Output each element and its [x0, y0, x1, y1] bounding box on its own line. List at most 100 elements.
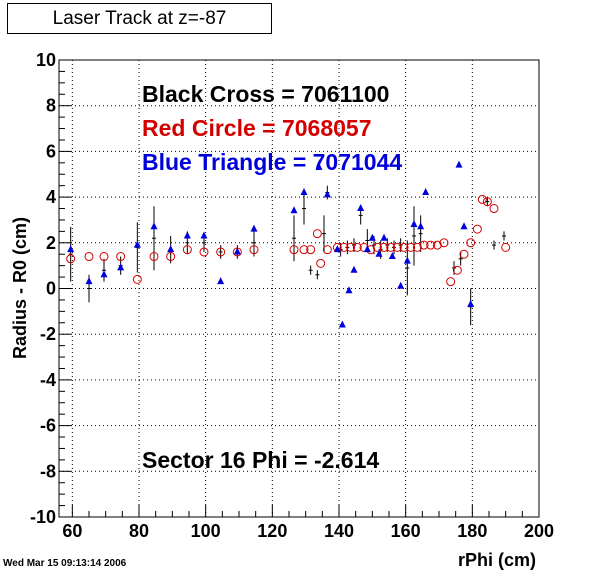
red-circle-point: [466, 238, 476, 248]
black-cross-point: [492, 240, 496, 250]
y-tick-label: -6: [40, 416, 56, 436]
data-marks: [66, 160, 511, 328]
blue-triangle-point: [117, 263, 125, 271]
annotation-black-cross: Black Cross = 7061100: [142, 81, 389, 107]
red-circle-point: [299, 245, 309, 255]
blue-triangle-point: [455, 160, 463, 168]
blue-triangle-point: [350, 265, 358, 273]
red-circle-point: [452, 265, 462, 275]
blue-triangle-point: [380, 233, 388, 241]
blue-triangle-point: [250, 224, 258, 232]
red-circle-point: [322, 245, 332, 255]
x-tick-label: 60: [62, 521, 82, 541]
blue-triangle-point: [323, 190, 331, 198]
red-circle-point: [312, 229, 322, 239]
blue-triangle-point: [417, 222, 425, 230]
red-circle-point: [199, 247, 209, 257]
red-circle-point: [346, 242, 356, 252]
blue-triangle-point: [67, 245, 75, 253]
red-circle-point: [306, 245, 316, 255]
black-cross-point: [152, 206, 156, 271]
blue-triangle-point: [388, 252, 396, 260]
x-axis-title: rPhi (cm): [458, 550, 536, 570]
black-cross-point: [322, 215, 326, 252]
blue-triangle-point: [375, 249, 383, 257]
y-tick-label: -2: [40, 324, 56, 344]
annotation-sector: Sector 16 Phi = -2.614: [142, 447, 379, 473]
x-tick-label: 200: [524, 521, 554, 541]
black-cross-point: [102, 258, 106, 282]
y-tick-label: 8: [46, 96, 56, 116]
red-circle-point: [66, 254, 76, 264]
red-circle-point: [84, 252, 94, 262]
black-cross-point: [502, 231, 506, 241]
red-circle-point: [489, 204, 499, 214]
red-circle-point: [439, 238, 449, 248]
red-circle-point: [289, 245, 299, 255]
x-tick-label: 80: [129, 521, 149, 541]
blue-triangle-point: [410, 220, 418, 228]
y-tick-label: 2: [46, 233, 56, 253]
y-tick-label: -4: [40, 370, 56, 390]
red-circle-point: [132, 274, 142, 284]
blue-triangle-point: [233, 247, 241, 255]
black-cross-point: [292, 215, 296, 262]
blue-triangle-point: [200, 231, 208, 239]
blue-triangle-point: [315, 162, 323, 170]
red-circle-point: [432, 240, 442, 250]
red-circle-point: [399, 242, 409, 252]
x-tick-label: 160: [391, 521, 421, 541]
black-cross-point: [392, 240, 396, 255]
red-circle-point: [472, 224, 482, 234]
red-circle-point: [459, 249, 469, 259]
red-circle-point: [166, 252, 176, 262]
axis-ticks: 60 80 100 120 140 160 180 200 -10 -8 -6 -4 -2 0 2 4 6 8 10: [30, 50, 554, 541]
red-circle-point: [379, 242, 389, 252]
y-axis-title: Radius - R0 (cm): [10, 217, 30, 359]
red-circle-point: [406, 242, 416, 252]
blue-triangle-point: [357, 204, 365, 212]
black-cross-point: [302, 192, 306, 225]
blue-triangle-point: [133, 240, 141, 248]
red-circle-point: [501, 242, 511, 252]
x-tick-label: 180: [457, 521, 487, 541]
red-circle-point: [316, 258, 326, 268]
blue-triangle-point: [422, 188, 430, 196]
blue-triangle-point: [345, 286, 353, 294]
red-circle-point: [182, 245, 192, 255]
chart-title: Laser Track at z=-87: [52, 8, 227, 29]
red-circle-point: [419, 240, 429, 250]
blue-triangle-point: [368, 233, 376, 241]
annotation-red-circle: Red Circle = 7068057: [142, 115, 372, 141]
y-tick-label: 0: [46, 279, 56, 299]
x-tick-label: 120: [257, 521, 287, 541]
red-circle-point: [249, 245, 259, 255]
annotation-blue-triangle: Blue Triangle = 7071044: [142, 149, 402, 175]
blue-triangle-point: [467, 299, 475, 307]
timestamp: Wed Mar 15 09:13:14 2006: [3, 558, 127, 569]
blue-triangle-point: [363, 245, 371, 253]
red-circle-point: [426, 240, 436, 250]
red-circle-point: [482, 197, 492, 207]
blue-triangle-point: [217, 277, 225, 285]
black-cross-point: [315, 270, 320, 280]
red-circle-point: [386, 242, 396, 252]
blue-triangle-point: [403, 256, 411, 264]
red-circle-point: [392, 242, 402, 252]
blue-triangle-point: [85, 277, 93, 285]
red-circle-point: [352, 242, 362, 252]
y-tick-label: 4: [46, 187, 56, 207]
red-circle-point: [216, 247, 226, 257]
blue-triangle-point: [150, 222, 158, 230]
red-circle-point: [149, 252, 159, 262]
red-circle-point: [99, 252, 109, 262]
blue-triangle-point: [167, 245, 175, 253]
blue-triangle-point: [333, 245, 341, 253]
red-circle-point: [116, 252, 126, 262]
black-cross-point: [218, 245, 223, 259]
blue-triangle-point: [338, 320, 346, 328]
red-circle-point: [477, 194, 487, 204]
y-tick-label: -8: [40, 461, 56, 481]
black-cross-point: [252, 229, 256, 257]
